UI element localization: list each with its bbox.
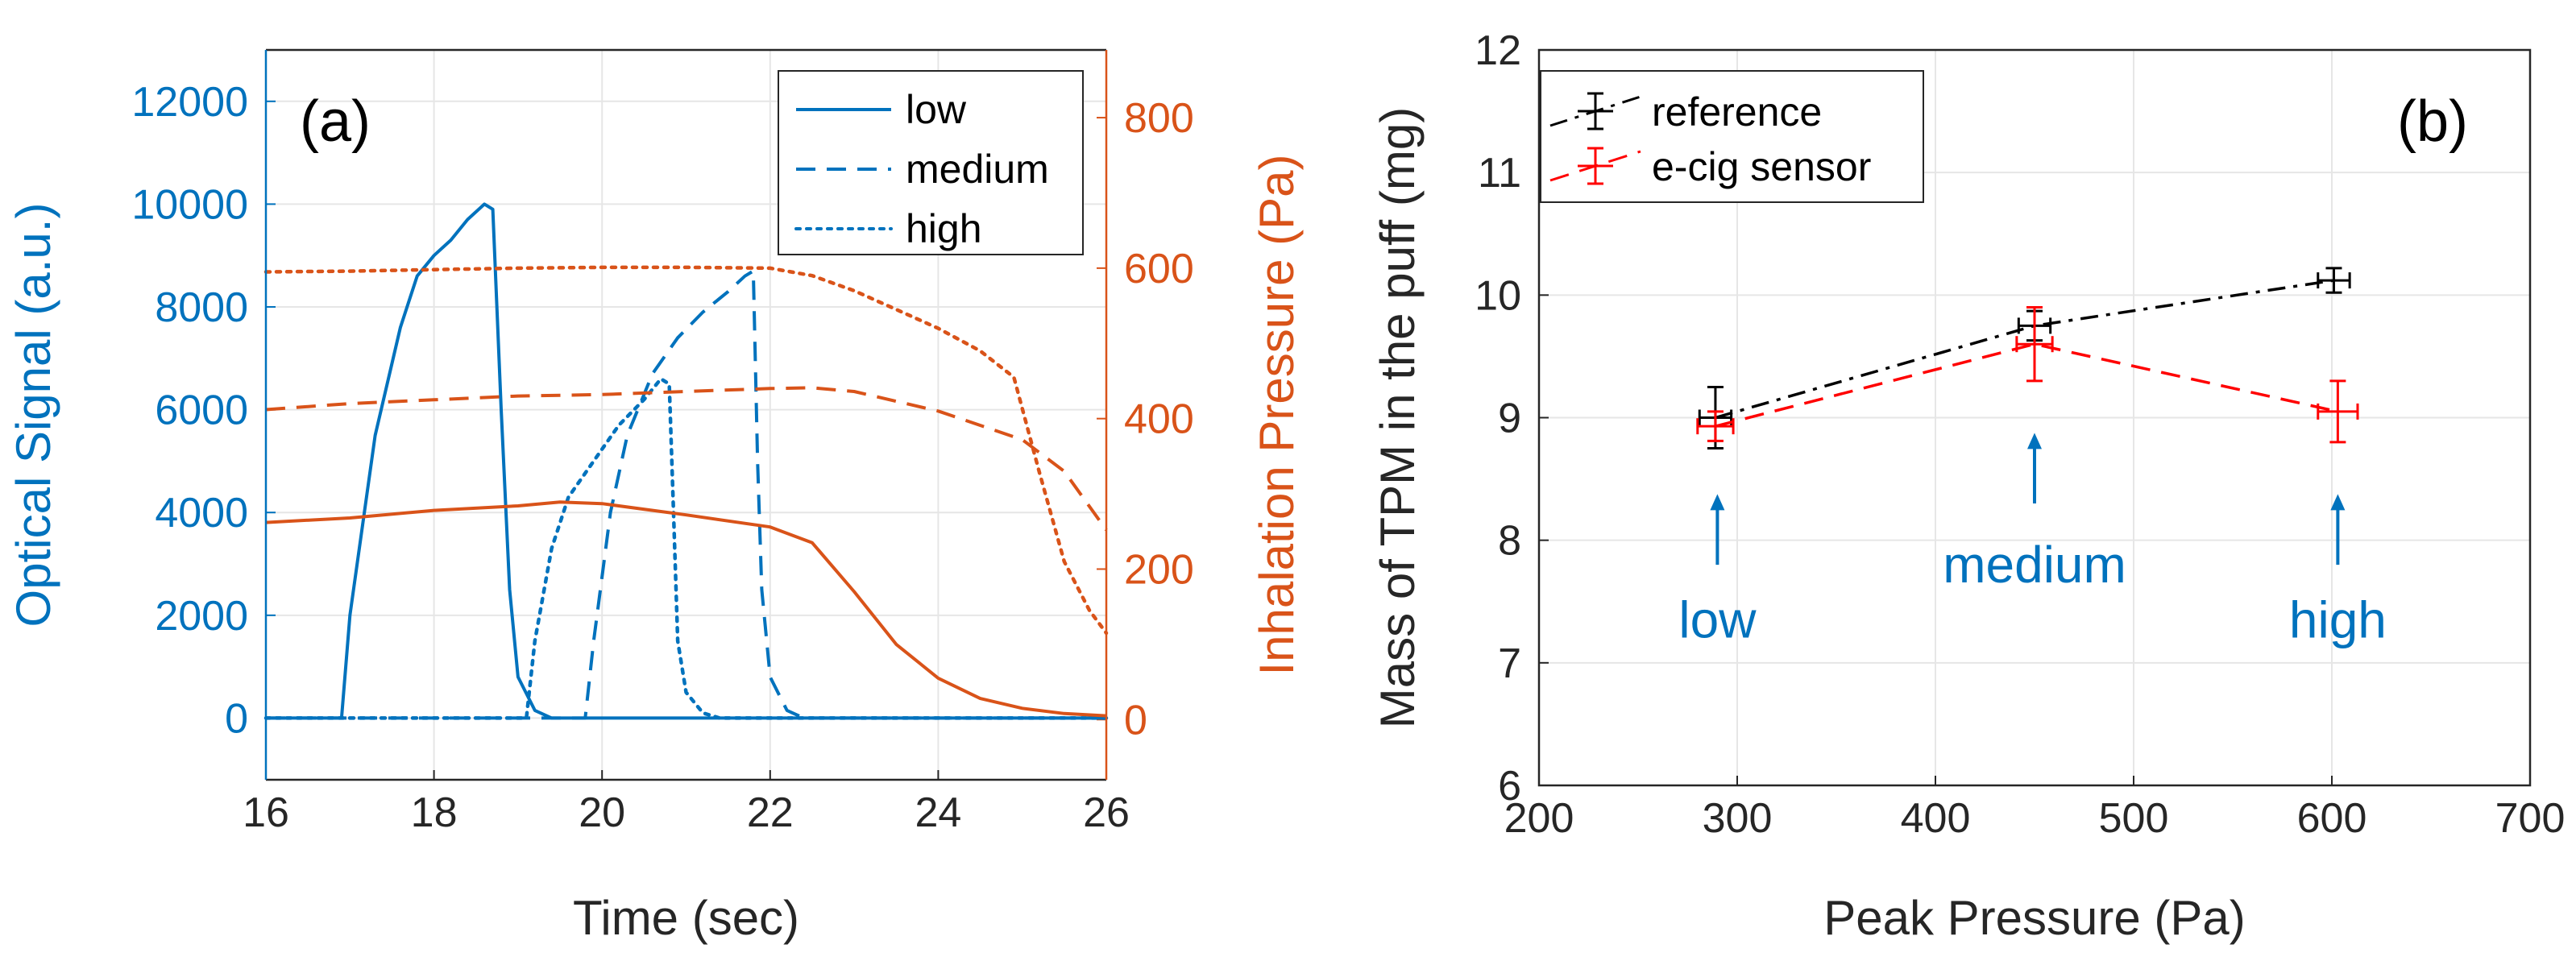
panel-a-right-tick-label: 0 bbox=[1124, 697, 1147, 744]
panel-a-left-tick-label: 4000 bbox=[155, 490, 248, 536]
panel-a-series-medium bbox=[266, 269, 1106, 720]
panel-a-right-tick-label: 600 bbox=[1124, 246, 1194, 292]
panel-b-point-e-cig-sensor bbox=[2015, 306, 2054, 383]
panel-b-x-tick-label: 500 bbox=[2099, 795, 2169, 842]
panel-b-y-tick-label: 12 bbox=[1475, 27, 1521, 74]
panel-b-y-tick-label: 7 bbox=[1498, 640, 1521, 687]
panel-a-left-tick-label: 8000 bbox=[155, 284, 248, 331]
panel-b-y-tick-label: 11 bbox=[1478, 150, 1521, 197]
annotation-label-medium: medium bbox=[1943, 536, 2126, 594]
panel-b-x-tick-label: 400 bbox=[1901, 795, 1971, 842]
annotation-arrow-head-high bbox=[2330, 494, 2346, 511]
panel-a-x-tick-label: 26 bbox=[1083, 789, 1130, 836]
annotation-label-low: low bbox=[1678, 591, 1757, 649]
panel-a-series-low-pressure bbox=[265, 500, 1107, 718]
panel-a-chart: 16 18 20 22 24 26 0 2000 4000 6000 8000 10000 12000 0… bbox=[6, 48, 1304, 945]
panel-b-y-tick-label: 8 bbox=[1498, 518, 1521, 565]
panel-b-axes-box bbox=[1537, 48, 2532, 787]
panel-a-left-tick-label: 6000 bbox=[155, 387, 248, 434]
panel-a-left-tick-label: 10000 bbox=[131, 181, 248, 228]
panel-a-x-tick-label: 18 bbox=[411, 789, 458, 836]
annotation-label-high: high bbox=[2289, 591, 2387, 649]
panel-a-left-axis-label: Optical Signal (a.u.) bbox=[6, 203, 60, 628]
panel-b-chart: 200 300 400 500 600 700 6 7 8 9 10 11 12 low medium hig… bbox=[1371, 27, 2565, 945]
panel-a-x-tick-label: 24 bbox=[915, 789, 961, 836]
panel-b-x-axis-label: Peak Pressure (Pa) bbox=[1823, 891, 2246, 945]
panel-a-legend-box bbox=[778, 70, 1084, 255]
panel-a-series-high-pressure bbox=[263, 265, 1109, 636]
panel-b-y-tick-label: 6 bbox=[1498, 763, 1521, 810]
panel-b-legend-swatch-e-cig-sensor bbox=[1549, 147, 1641, 185]
panel-b-series-e-cig-sensor bbox=[1715, 342, 2338, 428]
panel-a-x-tick-label: 22 bbox=[747, 789, 794, 836]
panel-a-right-axis-label: Inhalation Pressure (Pa) bbox=[1250, 155, 1304, 676]
panel-a-left-tick-label: 0 bbox=[225, 695, 248, 742]
annotation-arrow-head-medium bbox=[2027, 433, 2042, 449]
panel-a-right-tick-label: 400 bbox=[1124, 396, 1194, 443]
panel-b-legend-box bbox=[1540, 70, 1924, 203]
panel-b-point-e-cig-sensor bbox=[1696, 410, 1735, 442]
panel-a-x-axis-label: Time (sec) bbox=[573, 891, 799, 945]
panel-a-legend-label-low: low bbox=[906, 87, 967, 132]
panel-b-legend-label-reference: reference bbox=[1652, 89, 1822, 135]
panel-a-x-tick-label: 20 bbox=[579, 789, 625, 836]
panel-a-legend-label-medium: medium bbox=[906, 147, 1049, 192]
panel-b-y-tick-label: 10 bbox=[1475, 272, 1521, 319]
panel-b-legend-label-e-cig-sensor: e-cig sensor bbox=[1652, 144, 1871, 189]
panel-a-label: (a) bbox=[300, 89, 371, 154]
panel-b-legend-swatch-reference bbox=[1549, 92, 1641, 130]
panel-b-point-e-cig-sensor bbox=[2317, 379, 2359, 444]
annotation-arrow-head-low bbox=[1710, 494, 1725, 511]
panel-a-left-tick-label: 12000 bbox=[131, 79, 248, 126]
panel-a-series-low bbox=[266, 202, 1106, 720]
panel-b-x-tick-label: 600 bbox=[2297, 795, 2367, 842]
panel-a-x-tick-label: 16 bbox=[243, 789, 289, 836]
panel-b-x-tick-label: 200 bbox=[1504, 795, 1574, 842]
panel-b-y-tick-label: 9 bbox=[1498, 396, 1521, 442]
panel-a-right-tick-label: 200 bbox=[1124, 546, 1194, 593]
panel-a-series-high bbox=[263, 377, 1109, 720]
panel-b-y-axis-label: Mass of TPM in the puff (mg) bbox=[1371, 107, 1425, 728]
panel-b-label: (b) bbox=[2397, 89, 2468, 154]
panel-a-series-medium-pressure bbox=[265, 386, 1108, 532]
panel-b-point-reference bbox=[2317, 267, 2351, 294]
panel-b-x-tick-label: 700 bbox=[2495, 795, 2566, 842]
panel-a-left-tick-label: 2000 bbox=[155, 593, 248, 640]
panel-a-right-tick-label: 800 bbox=[1124, 95, 1194, 142]
panel-a-legend-label-high: high bbox=[906, 206, 982, 251]
panel-b-x-tick-label: 300 bbox=[1703, 795, 1773, 842]
